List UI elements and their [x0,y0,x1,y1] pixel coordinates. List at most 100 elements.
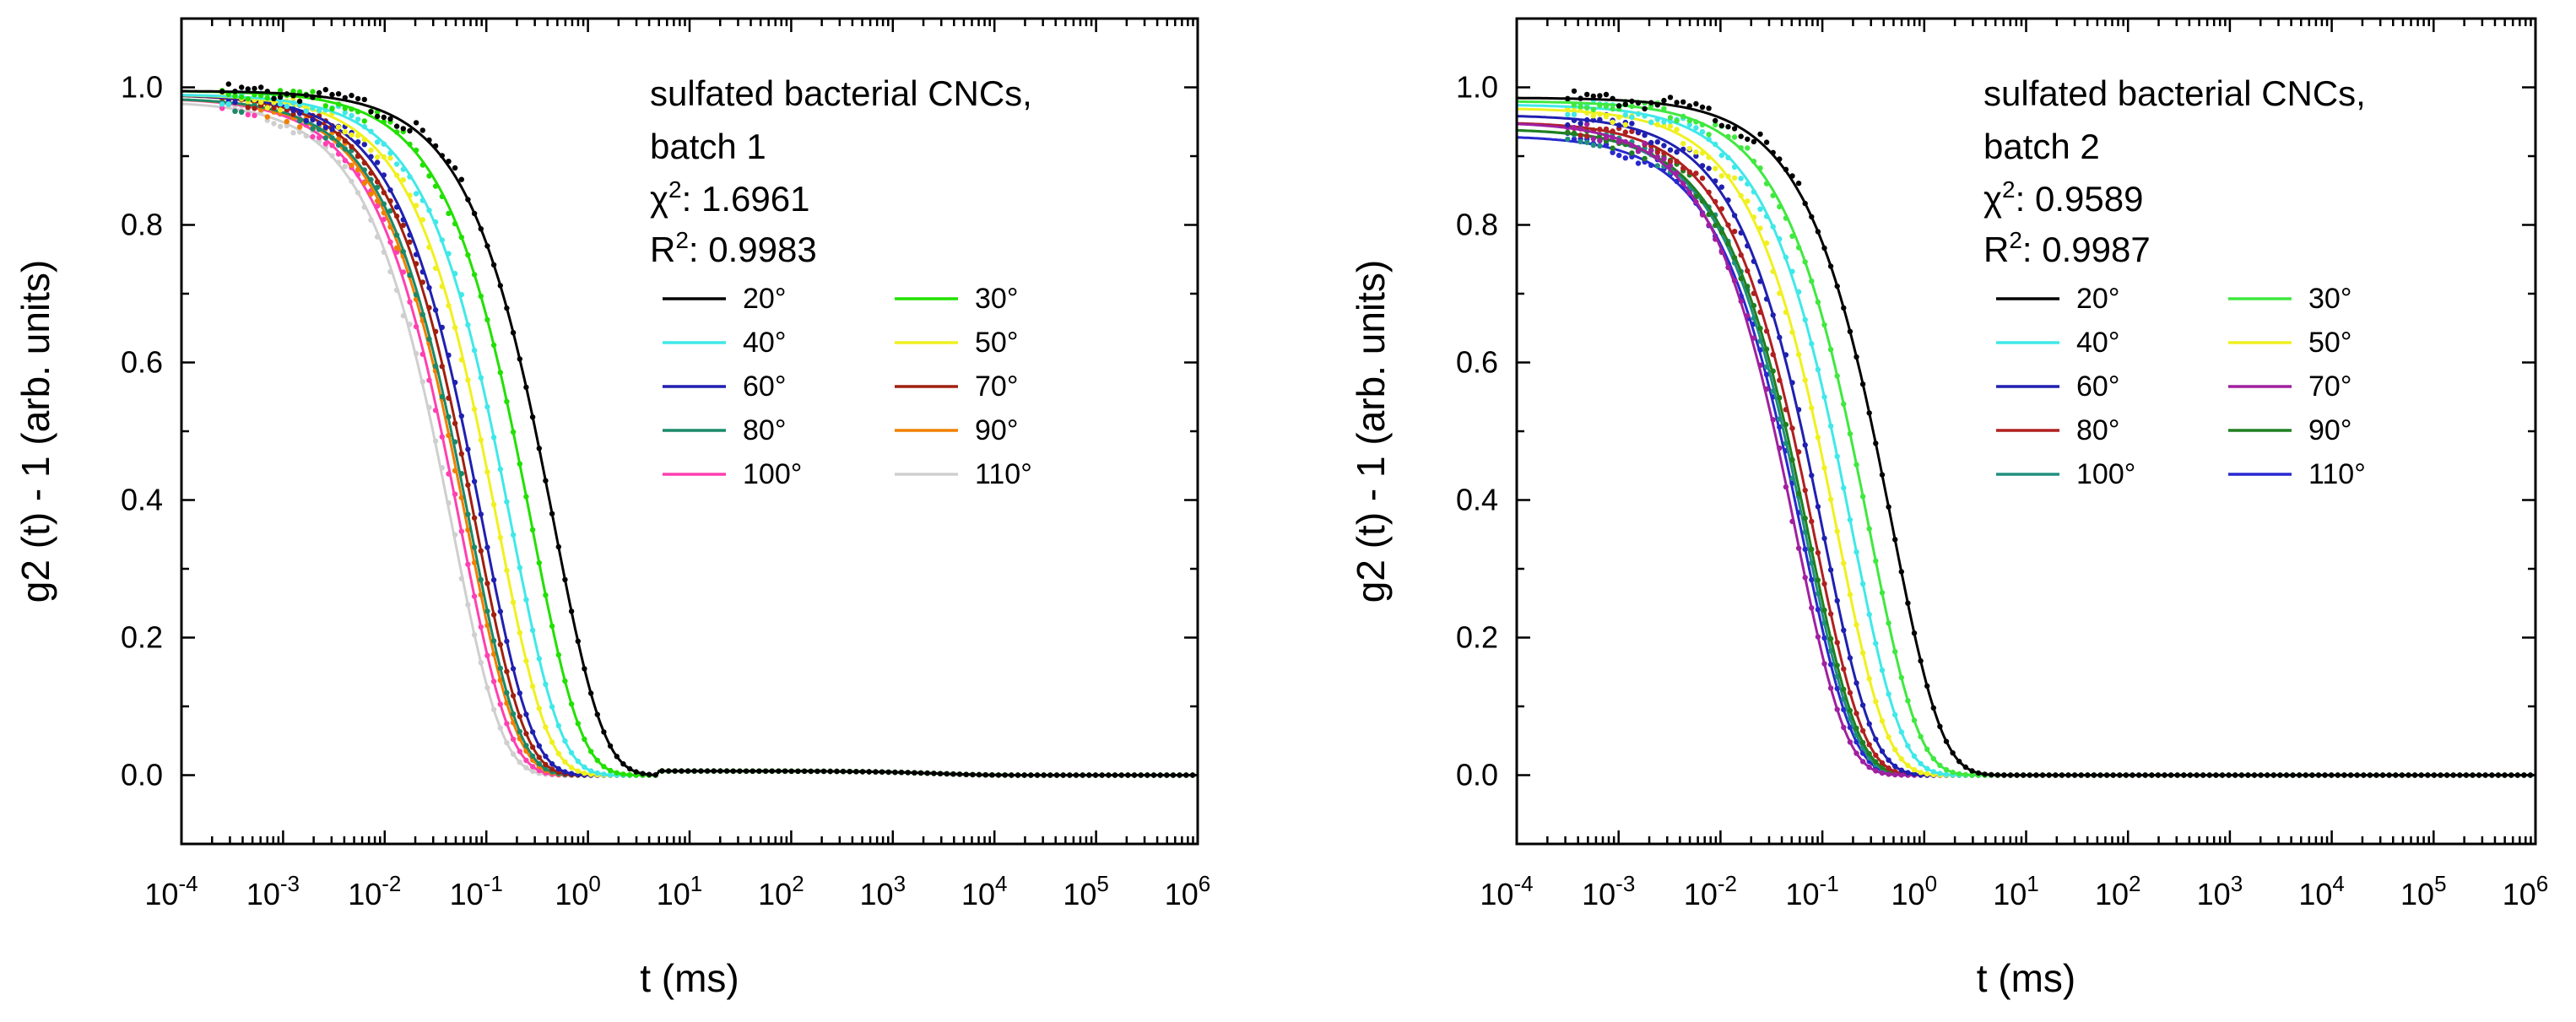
data-point [517,461,522,467]
data-point [1751,214,1757,220]
data-point [607,743,614,749]
data-point [1667,115,1674,121]
data-point [1962,764,1968,771]
data-point [446,471,452,477]
data-point [2071,772,2078,778]
data-point [1866,742,1872,748]
data-point [1680,99,1686,105]
data-point [582,764,587,771]
data-point [1962,771,1968,778]
data-point [2226,772,2232,778]
data-point [504,668,510,674]
data-point [1565,136,1571,143]
data-point [594,770,600,776]
data-point [2162,772,2167,778]
data-point [1738,298,1744,305]
data-point [1603,135,1610,141]
data-point [310,116,316,123]
data-point [354,139,361,145]
x-tick-label: 104 [2298,871,2345,911]
data-point [1930,705,1936,711]
data-point [354,116,361,122]
data-point [1886,771,1891,777]
data-point [536,446,542,452]
data-point [290,130,296,136]
data-point [1898,729,1904,735]
data-point [465,251,471,258]
data-point [1898,569,1904,575]
data-point [1937,762,1943,769]
data-point [1751,189,1757,195]
data-point [2399,772,2406,778]
data-point [1610,134,1615,141]
data-point [1783,309,1789,315]
data-point [2329,772,2335,778]
data-point [905,770,911,776]
x-tick-label: 101 [657,871,703,911]
data-point [354,109,361,115]
data-point [1815,435,1821,441]
data-point [737,768,743,774]
data-point [820,768,827,775]
data-point [1642,105,1648,112]
data-point [1834,528,1840,534]
data-point [756,768,762,774]
data-point [1578,138,1583,145]
data-point [1827,263,1834,269]
data-point [685,768,691,774]
data-point [1693,153,1699,160]
data-point [1905,600,1911,606]
data-point [808,768,814,775]
data-point [303,132,309,139]
y-tick-labels: 0.0 0.2 0.4 0.6 0.8 1.0 [121,70,163,792]
data-point [885,769,891,776]
data-point [1661,105,1667,111]
data-point [555,722,561,729]
data-point [1693,125,1699,131]
data-point [1854,711,1859,716]
data-point [659,768,665,774]
data-point [2110,772,2116,778]
data-point [2085,772,2091,778]
data-point [2431,772,2438,778]
data-point [1905,698,1911,704]
data-point [368,170,374,176]
data-point [290,93,296,99]
y-tick-label: 0.8 [121,208,163,242]
data-point [1145,772,1150,778]
data-point [387,155,393,161]
data-point [497,534,503,541]
data-point [1713,222,1718,229]
data-point [1738,230,1744,236]
data-point [335,160,342,165]
data-point [1745,284,1751,289]
data-point [1777,156,1783,162]
data-point [471,560,478,565]
data-point [361,160,367,166]
data-point [316,134,322,141]
data-point [2277,772,2283,778]
data-point [1821,245,1827,251]
data-point [1706,136,1712,143]
plot-area [181,81,1198,778]
data-point [2270,772,2276,778]
data-point [1731,278,1738,284]
data-point [1911,630,1918,636]
data-point [439,284,445,289]
data-point [471,210,478,217]
data-point [1622,129,1629,135]
data-point [1590,106,1597,112]
data-point [2495,772,2502,778]
legend-item: 20° [663,283,786,315]
data-point [1789,518,1795,524]
data-point [1789,173,1795,179]
data-point [1859,494,1866,500]
data-point [1642,155,1648,161]
data-point [484,243,490,249]
data-point [924,770,930,776]
data-point [1693,119,1699,125]
data-point [374,160,381,165]
data-point [471,272,478,278]
data-point [1654,116,1661,122]
data-point [426,305,432,311]
